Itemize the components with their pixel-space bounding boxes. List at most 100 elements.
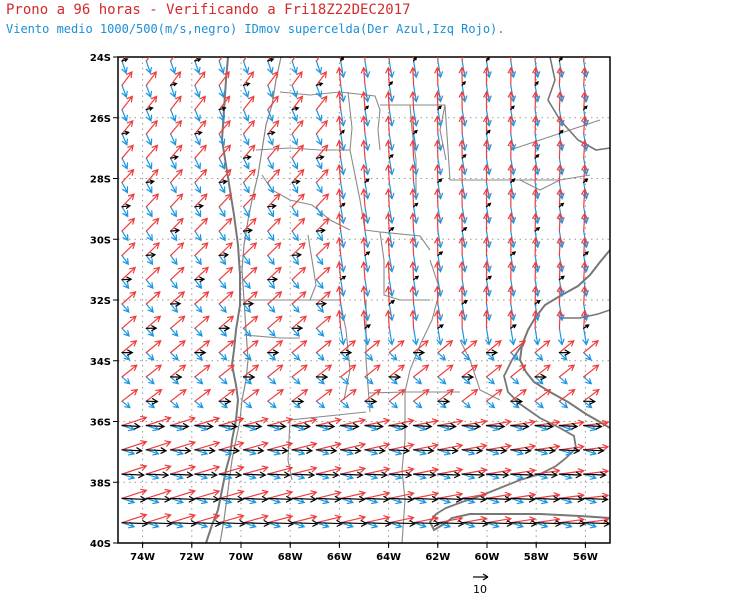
right-mover-vector [267, 206, 275, 218]
left-mover-vector [409, 285, 417, 305]
left-mover-vector [267, 489, 294, 499]
mean-wind-vector [413, 422, 433, 430]
left-mover-vector [485, 364, 503, 378]
left-mover-vector [360, 212, 368, 232]
left-mover-vector [437, 467, 464, 475]
mean-wind-vector [485, 57, 490, 62]
mean-wind-vector [194, 447, 216, 454]
right-mover-vector [412, 279, 419, 298]
left-mover-vector [458, 139, 466, 159]
left-mover-vector [170, 513, 197, 524]
right-mover-vector [413, 400, 423, 409]
left-mover-vector [336, 188, 343, 208]
left-mover-vector [458, 115, 466, 135]
mean-wind-vector [558, 275, 565, 281]
right-mover-vector [339, 109, 346, 128]
right-mover-vector [291, 84, 298, 99]
mean-wind-vector [340, 57, 345, 62]
left-mover-vector [581, 285, 588, 305]
left-mover-vector [267, 388, 284, 402]
left-mover-vector [145, 513, 172, 524]
mean-wind-vector [340, 447, 362, 454]
right-mover-vector [485, 327, 492, 346]
left-mover-vector [291, 514, 318, 524]
left-mover-vector [291, 364, 308, 378]
mean-wind-vector [242, 82, 251, 87]
right-mover-vector [218, 60, 225, 75]
right-mover-vector [412, 206, 419, 225]
mean-wind-vector [242, 422, 263, 430]
right-mover-vector [194, 327, 203, 337]
left-mover-vector [121, 217, 136, 232]
right-mover-vector [267, 303, 276, 313]
right-mover-vector [267, 60, 274, 75]
left-mover-vector [218, 315, 235, 329]
mean-wind-vector [315, 422, 336, 430]
right-mover-vector [387, 303, 395, 322]
left-mover-vector [385, 236, 392, 256]
right-mover-vector [267, 230, 275, 242]
right-mover-vector [194, 60, 201, 75]
right-mover-vector [267, 133, 274, 146]
right-mover-vector [363, 60, 371, 79]
left-mover-vector [534, 364, 551, 378]
mean-wind-vector [413, 129, 418, 135]
atlantic-coastline [518, 249, 610, 429]
mean-wind-vector [291, 106, 300, 111]
left-mover-vector [336, 212, 343, 232]
left-mover-vector [121, 315, 137, 329]
left-mover-vector [194, 339, 211, 354]
left-mover-vector [242, 119, 256, 135]
mean-wind-vector [558, 57, 563, 62]
mean-wind-vector [340, 349, 353, 356]
left-mover-vector [534, 443, 561, 451]
mean-wind-vector [437, 105, 442, 111]
left-mover-vector [145, 488, 172, 499]
left-mover-vector [437, 57, 439, 62]
mean-wind-vector [388, 226, 395, 232]
left-mover-vector [388, 418, 415, 427]
mean-wind-vector [194, 130, 203, 136]
right-mover-vector [194, 133, 201, 146]
mean-wind-vector [534, 373, 548, 381]
left-mover-vector [364, 490, 391, 499]
left-mover-vector [558, 516, 585, 524]
left-mover-vector [385, 139, 392, 159]
left-mover-vector [507, 115, 515, 135]
right-mover-vector [170, 109, 177, 123]
left-mover-vector [121, 242, 136, 256]
left-mover-vector [145, 291, 161, 305]
left-mover-vector [145, 416, 172, 427]
left-mover-vector [242, 70, 255, 86]
right-mover-vector [121, 84, 128, 99]
right-mover-vector [558, 352, 568, 361]
mean-wind-vector [315, 227, 326, 234]
left-mover-vector [461, 388, 479, 402]
left-mover-vector [360, 285, 368, 305]
left-mover-vector [532, 309, 539, 329]
left-mover-vector [507, 309, 515, 329]
left-mover-vector [583, 364, 600, 378]
left-mover-vector [194, 440, 221, 451]
left-mover-vector [340, 490, 367, 499]
right-mover-vector [242, 133, 250, 146]
left-mover-vector [581, 236, 588, 256]
left-mover-vector [218, 513, 245, 524]
left-mover-vector [242, 465, 269, 475]
left-mover-vector [483, 285, 490, 305]
left-mover-vector [267, 266, 282, 281]
mean-wind-vector [194, 203, 205, 209]
mean-wind-vector [437, 324, 444, 329]
right-mover-vector [291, 327, 301, 337]
left-mover-vector [485, 388, 503, 402]
right-mover-vector [534, 400, 544, 409]
mean-wind-vector [364, 178, 370, 184]
left-mover-vector [267, 193, 281, 208]
mean-wind-vector [340, 495, 366, 503]
brazil-coast [547, 57, 610, 151]
mean-wind-vector [291, 447, 314, 454]
mean-wind-vector [218, 447, 241, 454]
right-mover-vector [121, 279, 130, 290]
right-mover-vector [242, 327, 252, 337]
left-mover-vector [291, 417, 318, 427]
